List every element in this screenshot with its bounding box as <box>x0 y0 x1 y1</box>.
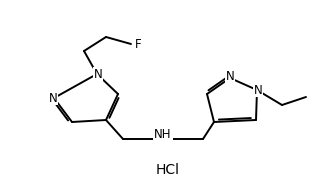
Text: F: F <box>135 37 141 50</box>
Text: N: N <box>49 92 57 105</box>
Text: NH: NH <box>154 127 172 140</box>
Text: N: N <box>94 68 102 81</box>
Text: HCl: HCl <box>156 163 180 177</box>
Text: N: N <box>254 83 262 96</box>
Text: N: N <box>226 69 235 82</box>
